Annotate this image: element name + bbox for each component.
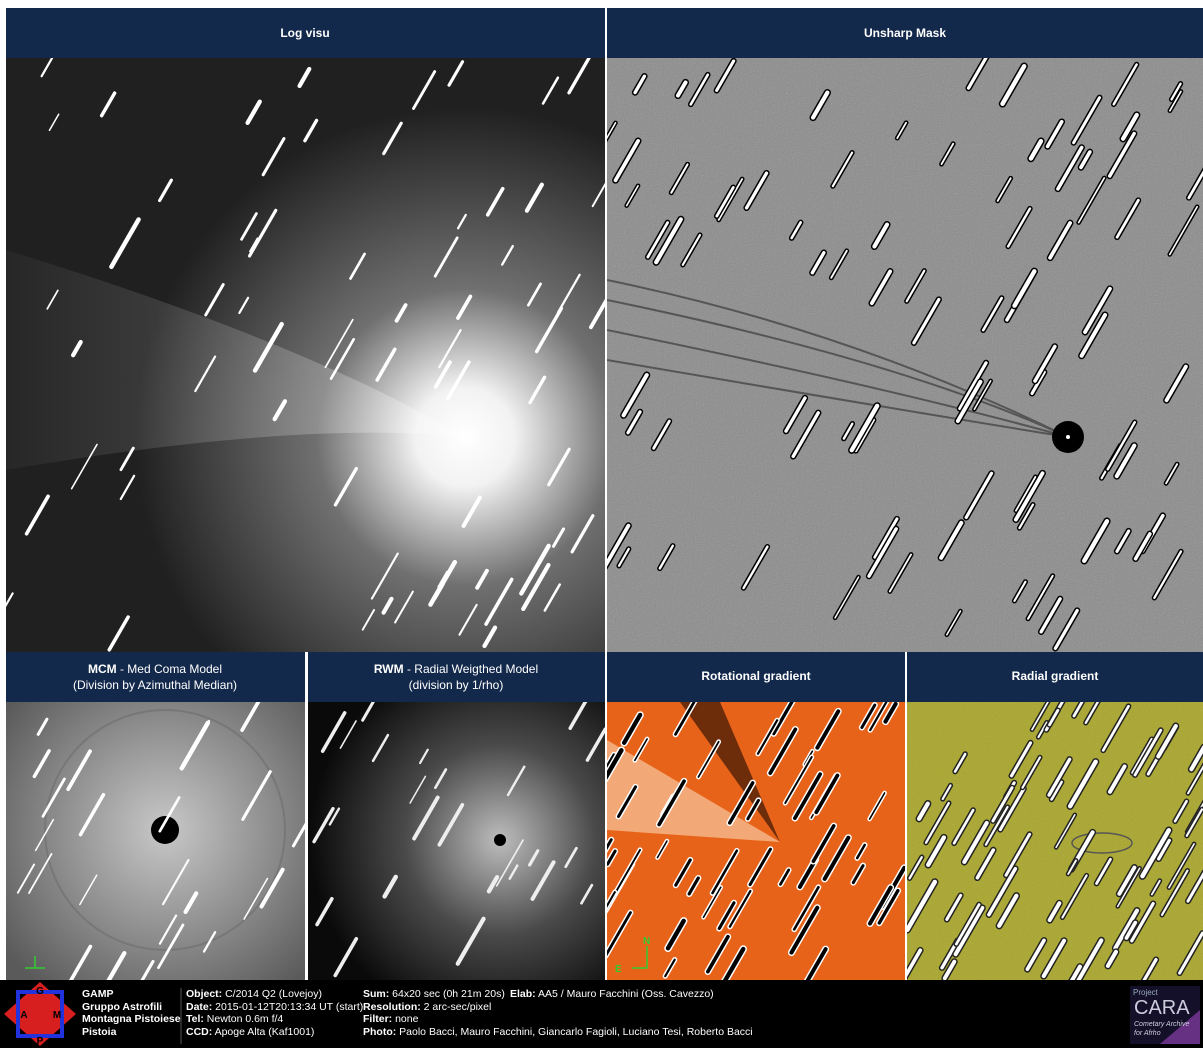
group-line: Pistoia bbox=[82, 1026, 181, 1039]
rwm-image bbox=[308, 682, 605, 980]
panel-subtitle: (Division by Azimuthal Median) bbox=[73, 678, 237, 692]
info-value: Paolo Bacci, Mauro Facchini, Giancarlo F… bbox=[396, 1026, 752, 1038]
info-column: Elab: AA5 / Mauro Facchini (Oss. Cavezzo… bbox=[510, 988, 714, 1001]
info-line: Resolution: 2 arc-sec/pixel bbox=[363, 1001, 753, 1014]
info-value: 64x20 sec (0h 21m 20s) bbox=[389, 988, 505, 1000]
group-line: GAMP bbox=[82, 988, 181, 1001]
logo-letter: A bbox=[20, 1010, 27, 1021]
info-value: AA5 / Mauro Facchini (Oss. Cavezzo) bbox=[536, 988, 714, 1000]
group-block: GAMP Gruppo Astrofili Montagna Pistoiese… bbox=[82, 988, 181, 1038]
info-value: C/2014 Q2 (Lovejoy) bbox=[222, 988, 322, 1000]
info-line: CCD: Apoge Alta (Kaf1001) bbox=[186, 1026, 363, 1039]
panel-subtitle: (division by 1/rho) bbox=[409, 678, 504, 692]
info-label: Sum: bbox=[363, 988, 389, 1000]
log-visu-image bbox=[0, 42, 613, 652]
panel-title: Log visu bbox=[280, 26, 329, 40]
logo-letter: M bbox=[53, 1010, 61, 1021]
mcm-image bbox=[6, 685, 306, 992]
info-value: Newton 0.6m f/4 bbox=[204, 1013, 283, 1025]
info-column: Object: C/2014 Q2 (Lovejoy)Date: 2015-01… bbox=[186, 988, 363, 1038]
panel-title: Rotational gradient bbox=[701, 669, 810, 683]
info-label: CCD: bbox=[186, 1026, 212, 1038]
cara-line: for Afrho bbox=[1134, 1030, 1161, 1037]
header-bg bbox=[6, 652, 305, 702]
panel-title: RWM - Radial Weigthed Model bbox=[374, 662, 538, 676]
info-line: Tel: Newton 0.6m f/4 bbox=[186, 1013, 363, 1026]
info-value: 2015-01-12T20:13:34 UT (start) bbox=[212, 1001, 363, 1013]
unsharp-mask-image bbox=[600, 47, 1203, 652]
panel-title: Radial gradient bbox=[1012, 669, 1099, 683]
info-line: Object: C/2014 Q2 (Lovejoy) bbox=[186, 988, 363, 1001]
info-label: Tel: bbox=[186, 1013, 204, 1025]
logo-letter: G bbox=[36, 986, 44, 997]
radial-gradient-image bbox=[897, 689, 1203, 994]
info-value: 2 arc-sec/pixel bbox=[421, 1001, 492, 1013]
info-label: Resolution: bbox=[363, 1001, 421, 1013]
page: Log visu Unsharp Mask MCM - Med Coma Mod… bbox=[0, 0, 1203, 1048]
group-line: Gruppo Astrofili bbox=[82, 1001, 181, 1014]
compass-label: N bbox=[643, 936, 650, 947]
info-label: Photo: bbox=[363, 1026, 396, 1038]
panel-title: MCM - Med Coma Model bbox=[88, 662, 222, 676]
info-label: Object: bbox=[186, 988, 222, 1000]
info-line: Elab: AA5 / Mauro Facchini (Oss. Cavezzo… bbox=[510, 988, 714, 1001]
cara-logo: Project CARA Cometary Archive for Afrho bbox=[1130, 986, 1200, 1044]
info-value: none bbox=[392, 1013, 418, 1025]
info-line: Photo: Paolo Bacci, Mauro Facchini, Gian… bbox=[363, 1026, 753, 1039]
panel-title-bold: RWM bbox=[374, 662, 404, 676]
info-label: Filter: bbox=[363, 1013, 392, 1025]
rotational-gradient-image: N E bbox=[599, 685, 905, 993]
info-value: Apoge Alta (Kaf1001) bbox=[212, 1026, 314, 1038]
cara-name: CARA bbox=[1134, 997, 1190, 1019]
composite: Log visu Unsharp Mask MCM - Med Coma Mod… bbox=[0, 0, 1203, 1048]
panel-title: Unsharp Mask bbox=[864, 26, 946, 40]
logo-letter: P bbox=[37, 1036, 44, 1047]
panel-title-rest: - Med Coma Model bbox=[117, 662, 222, 676]
group-line: Montagna Pistoiese bbox=[82, 1013, 181, 1026]
cara-project: Project bbox=[1133, 988, 1159, 997]
info-label: Elab: bbox=[510, 988, 536, 1000]
header-bg bbox=[308, 652, 605, 702]
info-label: Date: bbox=[186, 1001, 212, 1013]
info-line: Date: 2015-01-12T20:13:34 UT (start) bbox=[186, 1001, 363, 1014]
panel-title-rest: - Radial Weigthed Model bbox=[404, 662, 539, 676]
panel-title-bold: MCM bbox=[88, 662, 117, 676]
info-line: Filter: none bbox=[363, 1013, 753, 1026]
compass-label: E bbox=[615, 964, 622, 975]
cara-line: Cometary Archive bbox=[1134, 1021, 1189, 1028]
